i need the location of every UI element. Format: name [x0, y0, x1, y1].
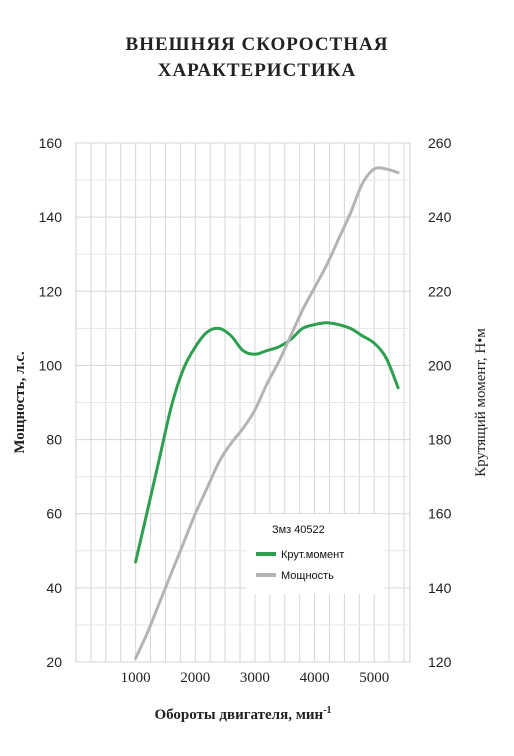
power-line [134, 166, 400, 660]
y-left-tick-label: 80 [46, 432, 62, 448]
x-tick-label: 3000 [240, 670, 270, 686]
x-axis-title-superscript: -1 [323, 705, 331, 716]
x-axis-title: Обороты двигателя, мин-1 [154, 705, 331, 723]
y-left-tick-label: 100 [39, 357, 63, 373]
y-right-tick-label: 140 [428, 580, 452, 596]
torque-line [134, 321, 400, 564]
y-left-tick-label: 140 [39, 209, 63, 225]
y-right-tick-label: 120 [428, 654, 452, 670]
y-right-tick-label: 260 [428, 135, 452, 151]
x-tick-label: 2000 [180, 670, 210, 686]
y-left-tick-label: 120 [39, 283, 63, 299]
chart-title-line2: ХАРАКТЕРИСТИКА [157, 60, 357, 81]
y-left-axis-title: Мощность, л.с. [12, 351, 28, 454]
y-left-tick-label: 60 [46, 506, 62, 522]
y-right-tick-label: 200 [428, 357, 452, 373]
y-right-tick-label: 240 [428, 209, 452, 225]
y-right-tick-label: 160 [428, 506, 452, 522]
y-left-tick-label: 160 [39, 135, 63, 151]
y-right-tick-label: 180 [428, 432, 452, 448]
x-tick-label: 4000 [300, 670, 330, 686]
chart-title-line1: ВНЕШНЯЯ СКОРОСТНАЯ [125, 34, 389, 55]
y-left-tick-label: 40 [46, 580, 62, 596]
y-right-axis-title: Крутящий момент, Н•м [473, 328, 489, 477]
legend-label: Мощность [281, 570, 334, 582]
y-right-tick-label: 220 [428, 283, 452, 299]
x-tick-label: 5000 [359, 670, 389, 686]
legend-title: Змз 40522 [272, 524, 325, 536]
legend-label: Крут.момент [281, 549, 344, 561]
x-tick-label: 1000 [121, 670, 151, 686]
y-left-tick-label: 20 [46, 654, 62, 670]
